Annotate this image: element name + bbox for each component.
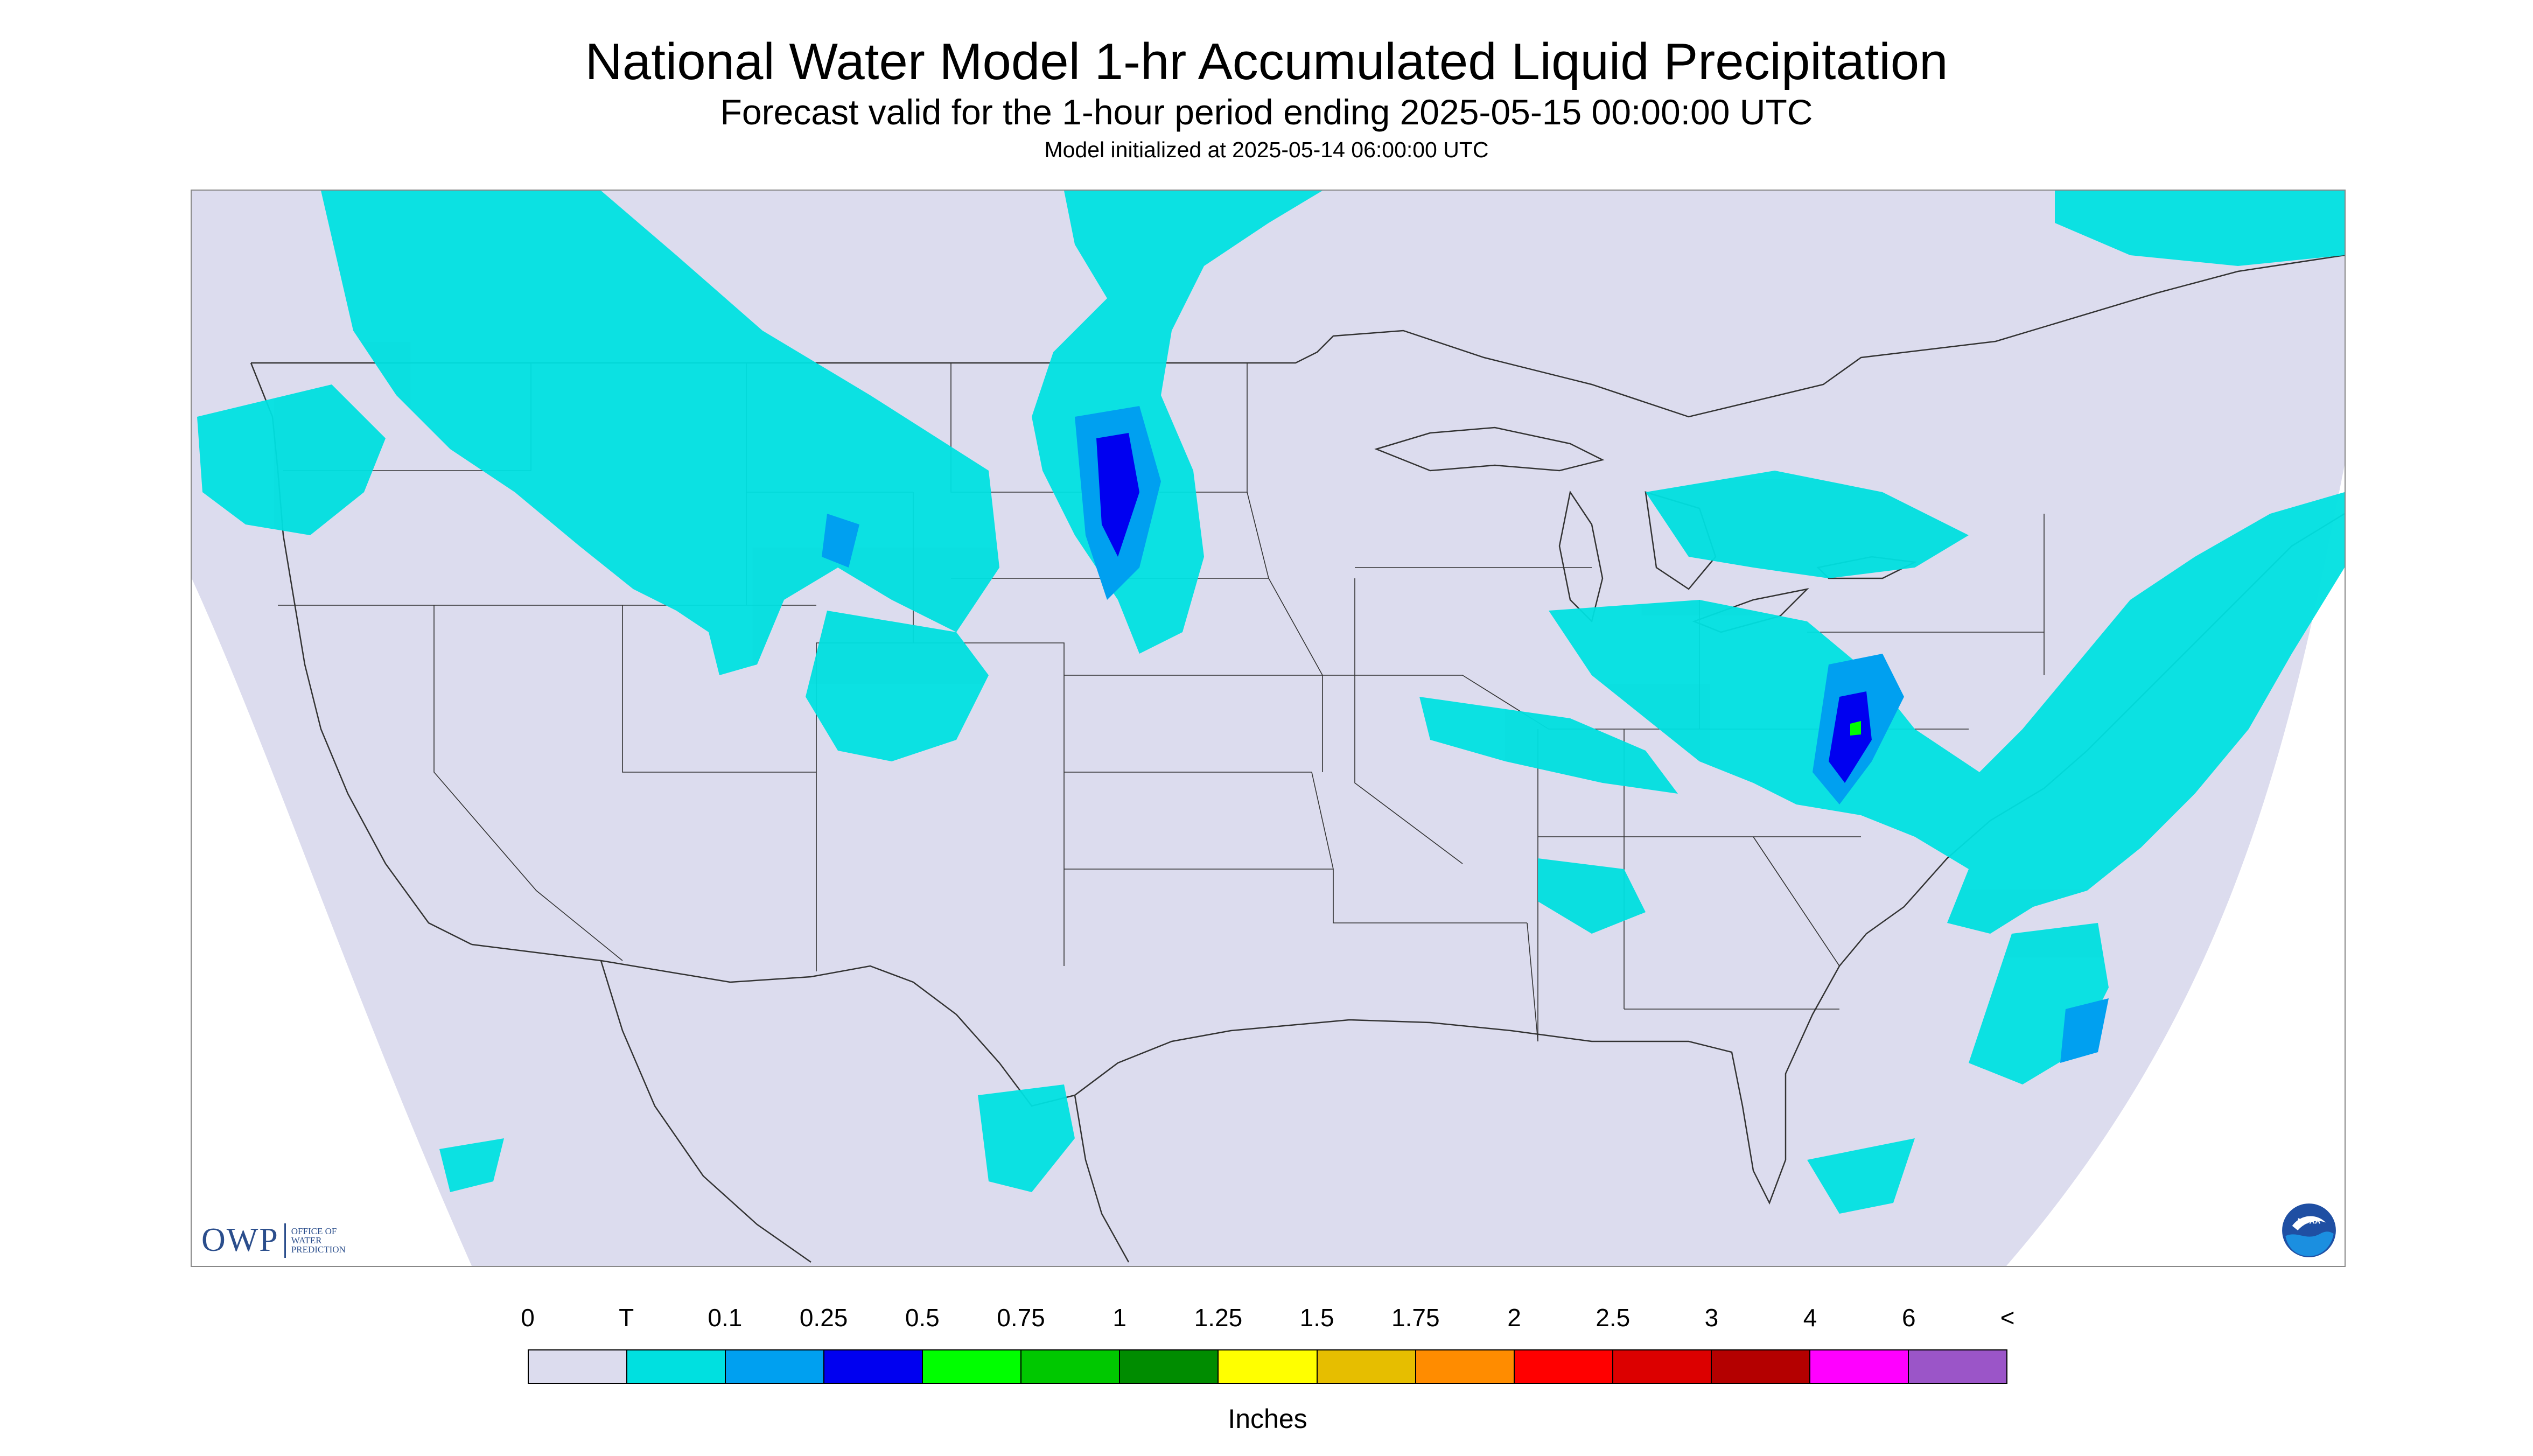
noaa-logo-text: NOAA bbox=[2298, 1217, 2321, 1226]
precip-area bbox=[2060, 998, 2109, 1063]
precip-area bbox=[1646, 471, 1969, 578]
owp-logo-line: OFFICE OF bbox=[291, 1226, 337, 1236]
precip-moderate-areas bbox=[1096, 433, 1872, 783]
owp-logo-line: PREDICTION bbox=[291, 1244, 346, 1255]
precip-area bbox=[1096, 433, 1139, 557]
state-line bbox=[1247, 492, 1323, 676]
us-mexico-border bbox=[471, 943, 1075, 1107]
legend-swatch bbox=[1810, 1350, 1909, 1383]
precip-area bbox=[806, 611, 989, 761]
owp-logo-subtext: OFFICE OF WATER PREDICTION bbox=[291, 1227, 346, 1254]
precip-area bbox=[1850, 721, 1861, 736]
legend-tick-label: 0 bbox=[521, 1304, 535, 1332]
legend-tick-label: 3 bbox=[1704, 1304, 1719, 1332]
map-canvas bbox=[192, 191, 2345, 1266]
precipitation-map: OWP OFFICE OF WATER PREDICTION NOAA bbox=[191, 190, 2346, 1267]
legend-units: Inches bbox=[1228, 1404, 1307, 1434]
model-init-line: Model initialized at 2025-05-14 06:00:00… bbox=[1044, 137, 1489, 162]
precip-area bbox=[978, 1084, 1075, 1192]
precip-heavy-areas bbox=[1850, 721, 1861, 736]
precip-area bbox=[197, 384, 386, 535]
legend-swatch bbox=[1120, 1350, 1219, 1383]
owp-logo: OWP OFFICE OF WATER PREDICTION bbox=[201, 1221, 346, 1259]
us-canada-border bbox=[251, 254, 2345, 418]
legend-tick-label: 0.1 bbox=[708, 1304, 743, 1332]
legend-tick-label: 1.25 bbox=[1194, 1304, 1243, 1332]
legend-swatch bbox=[1416, 1350, 1515, 1383]
precip-area bbox=[1807, 1138, 1915, 1214]
legend-swatch bbox=[1317, 1350, 1416, 1383]
legend-tick-label: 2 bbox=[1507, 1304, 1521, 1332]
precip-area bbox=[1829, 691, 1872, 783]
legend-tick-label: 1 bbox=[1112, 1304, 1126, 1332]
legend-swatch bbox=[923, 1350, 1022, 1383]
great-lake-superior bbox=[1374, 426, 1605, 472]
owp-logo-line: WATER bbox=[291, 1235, 322, 1245]
precipitation-legend: 0 T 0.1 0.25 0.5 0.75 1 1.25 1.5 1.75 2 2.5 3 4 6 < Inc… bbox=[521, 1303, 2014, 1434]
state-line bbox=[433, 605, 623, 961]
forecast-valid-subtitle: Forecast valid for the 1-hour period end… bbox=[720, 92, 1813, 132]
legend-swatch bbox=[529, 1350, 628, 1383]
state-line bbox=[1527, 922, 1538, 1042]
mexico-gulf-coastline bbox=[1074, 1095, 1130, 1263]
owp-logo-divider bbox=[284, 1223, 286, 1258]
legend-labels: 0 T 0.1 0.25 0.5 0.75 1 1.25 1.5 1.75 2 2.5 3 4 6 < bbox=[521, 1303, 2014, 1341]
legend-color-bar bbox=[528, 1349, 2007, 1384]
precip-area bbox=[1549, 492, 2345, 934]
legend-swatch bbox=[1613, 1350, 1712, 1383]
legend-tick-label: 0.25 bbox=[799, 1304, 848, 1332]
legend-swatch bbox=[1908, 1350, 2006, 1383]
legend-swatch bbox=[1021, 1350, 1121, 1383]
legend-tick-label: 1.5 bbox=[1299, 1304, 1334, 1332]
state-line bbox=[1753, 836, 1840, 967]
legend-tick-label: 6 bbox=[1902, 1304, 1916, 1332]
precip-area bbox=[1419, 697, 1678, 794]
owp-logo-letters: OWP bbox=[201, 1222, 279, 1258]
legend-tick-label: 0.75 bbox=[997, 1304, 1045, 1332]
legend-swatch bbox=[726, 1350, 825, 1383]
legend-swatch bbox=[627, 1350, 726, 1383]
legend-tick-label: 1.75 bbox=[1391, 1304, 1440, 1332]
state-line bbox=[1311, 772, 1527, 923]
legend-swatch bbox=[1219, 1350, 1318, 1383]
legend-tick-label: 0.5 bbox=[905, 1304, 940, 1332]
map-title: National Water Model 1-hr Accumulated Li… bbox=[585, 33, 1948, 90]
mexico-coastline bbox=[600, 960, 811, 1263]
state-line bbox=[622, 605, 816, 773]
precip-area bbox=[439, 1138, 504, 1192]
precip-area bbox=[2055, 191, 2345, 266]
noaa-logo: NOAA bbox=[2282, 1203, 2336, 1257]
legend-swatch bbox=[824, 1350, 923, 1383]
legend-swatch bbox=[1711, 1350, 1810, 1383]
legend-tick-label: < bbox=[2000, 1304, 2015, 1332]
precip-area bbox=[1538, 858, 1646, 934]
state-line bbox=[1354, 578, 1463, 864]
legend-tick-label: T bbox=[619, 1304, 634, 1332]
legend-tick-label: 4 bbox=[1803, 1304, 1817, 1332]
precip-area bbox=[822, 514, 859, 568]
legend-swatch bbox=[1514, 1350, 1613, 1383]
legend-tick-label: 2.5 bbox=[1596, 1304, 1631, 1332]
